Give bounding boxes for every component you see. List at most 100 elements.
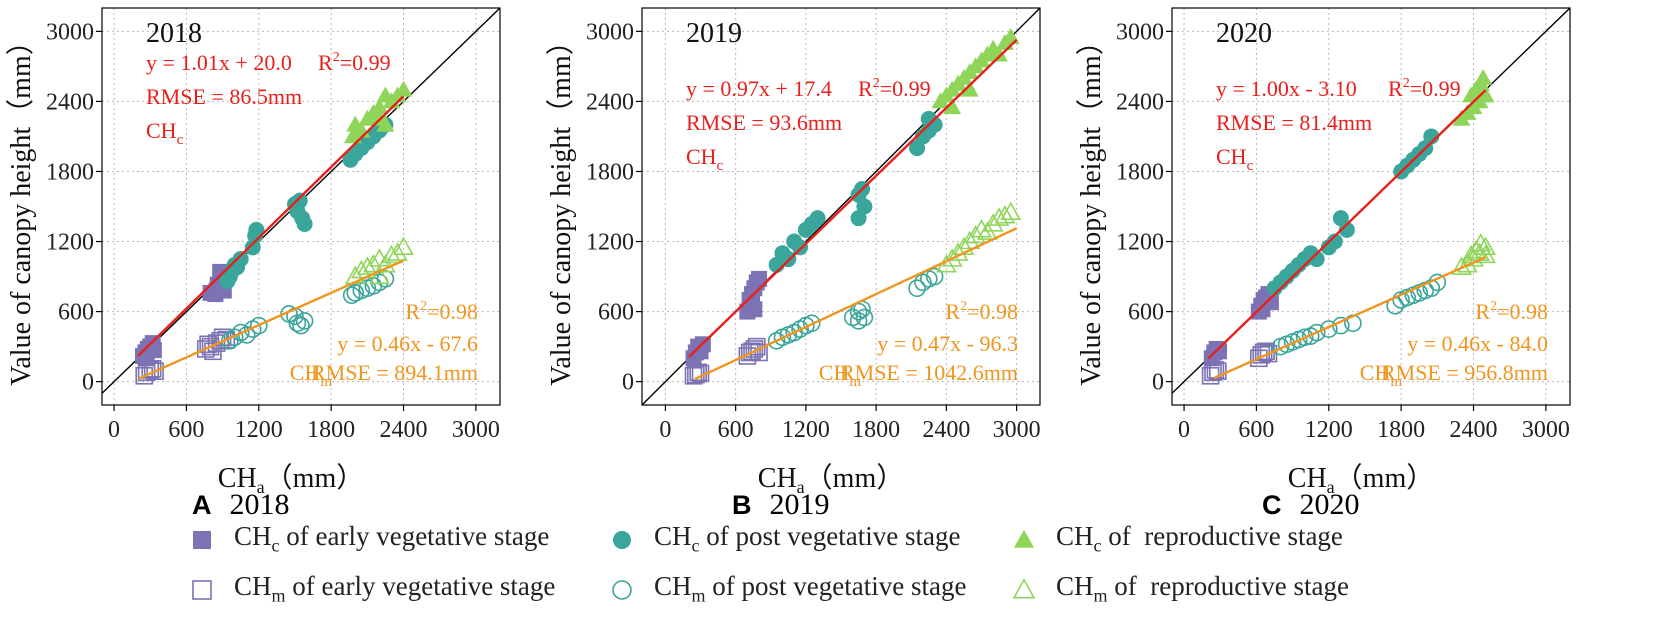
chc-rmse: RMSE = 93.6mm (686, 110, 842, 135)
legend-marker-shape (1014, 580, 1034, 598)
figure: 0 600 1200 1800 2400 3000 0 600 1200 1800 2400 3000… (0, 0, 1654, 644)
data-point (851, 313, 867, 329)
caption-c: C 2020 (1262, 488, 1360, 522)
y-tick-label: 600 (598, 300, 634, 326)
y-tick-label: 1800 (46, 159, 94, 185)
chm-rmse: RMSE = 956.8mm (1381, 360, 1548, 385)
caption-b: B 2019 (732, 488, 830, 522)
data-point (233, 251, 249, 267)
legend-marker-shape (193, 581, 211, 599)
caption-letter-b: B (732, 490, 752, 520)
chm-r2: R2=0.98 (405, 299, 478, 324)
chc-r2: R2=0.99 (318, 50, 391, 75)
chm-r2: R2=0.98 (945, 299, 1018, 324)
x-tick-label: 2400 (1450, 417, 1498, 443)
y-tick-label: 1200 (586, 230, 634, 256)
legend-label: CHm of reproductive stage (1056, 571, 1349, 606)
x-tick-label: 2400 (922, 417, 970, 443)
y-tick-label: 0 (1152, 370, 1164, 396)
chc-rmse: RMSE = 86.5mm (146, 84, 302, 109)
legend-marker-circle-filled (608, 525, 636, 553)
x-tick-label: 1200 (1305, 417, 1353, 443)
x-tick-label: 0 (1178, 417, 1190, 443)
x-tick-label: 3000 (1522, 417, 1570, 443)
y-axis-label: Value of canopy height（mm） (1075, 27, 1107, 385)
legend-item: CHm of post vegetative stage (608, 572, 966, 606)
y-tick-label: 3000 (586, 19, 634, 45)
legend-marker-square-open (188, 575, 216, 603)
caption-year-c: 2020 (1300, 488, 1360, 521)
x-tick-label: 600 (718, 417, 754, 443)
caption-letter-c: C (1262, 490, 1282, 520)
data-point (292, 193, 308, 209)
legend-marker-circle-open (608, 575, 636, 603)
chm-rmse: RMSE = 894.1mm (311, 360, 478, 385)
data-point (851, 210, 867, 226)
legend-marker-shape (193, 531, 211, 549)
panel-2019: 0 600 1200 1800 2400 3000 0 600 1200 1800 2400 3000… (540, 0, 1080, 530)
legend-marker-triangle-filled (1010, 525, 1038, 553)
legend-label: CHc of post vegetative stage (654, 521, 960, 556)
y-tick-label: 2400 (586, 89, 634, 115)
series-circle-filled (219, 117, 393, 289)
data-point (810, 210, 826, 226)
legend-item: CHc of reproductive stage (1010, 522, 1343, 556)
chc-r2: R2=0.99 (1388, 76, 1461, 101)
legend-marker-triangle-open (1010, 575, 1038, 603)
y-tick-label: 600 (1128, 300, 1164, 326)
legend-item: CHc of early vegetative stage (188, 522, 549, 556)
y-axis-label: Value of canopy height（mm） (545, 27, 577, 385)
chart-svg-2019: 0 600 1200 1800 2400 3000 0 600 1200 1800 2400 3000… (540, 0, 1080, 530)
x-tick-label: 0 (108, 417, 120, 443)
y-tick-label: 1200 (46, 230, 94, 256)
y-tick-label: 2400 (1116, 89, 1164, 115)
chm-equation: y = 0.47x - 96.3 (877, 331, 1018, 356)
data-point (1211, 343, 1227, 359)
x-tick-label: 0 (659, 417, 671, 443)
x-tick-label: 1800 (852, 417, 900, 443)
chm-rmse: RMSE = 1042.6mm (840, 360, 1018, 385)
y-axis-label: Value of canopy height（mm） (5, 27, 37, 385)
chc-label: CHc (1216, 144, 1254, 174)
panel-title: 2018 (146, 18, 202, 49)
x-tick-label: 2400 (380, 417, 428, 443)
data-point (746, 301, 762, 317)
x-tick-label: 1800 (307, 417, 355, 443)
x-tick-label: 1200 (235, 417, 283, 443)
legend-item: CHm of reproductive stage (1010, 572, 1349, 606)
chart-svg-2018: 0 600 1200 1800 2400 300006001200180024003000… (0, 0, 540, 530)
chm-equation: y = 0.46x - 67.6 (337, 331, 478, 356)
legend-label: CHc of reproductive stage (1056, 521, 1343, 556)
panel-2020: 0 600 1200 1800 2400 3000 0 600 1200 1800 2400 3000… (1070, 0, 1610, 530)
y-tick-label: 0 (82, 370, 94, 396)
series-triangle-filled (932, 28, 1020, 114)
panel-2018: 0 600 1200 1800 2400 3000 0 600 1200 1800 2400 3000… (0, 0, 540, 530)
x-tick-label: 1800 (1377, 417, 1425, 443)
legend-label: CHc of early vegetative stage (234, 521, 549, 556)
legend-marker-shape (1014, 530, 1034, 548)
legend-label: CHm of early vegetative stage (234, 571, 555, 606)
chm-equation: y = 0.46x - 84.0 (1407, 331, 1548, 356)
panel-title: 2019 (686, 18, 742, 49)
chc-equation: y = 1.01x + 20.0 (146, 50, 292, 75)
data-point (1474, 69, 1492, 85)
chc-equation: y = 1.00x - 3.10 (1216, 76, 1357, 101)
series-circle-filled (1267, 128, 1440, 296)
x-tick-label: 3000 (452, 417, 500, 443)
legend-item: CHm of early vegetative stage (188, 572, 555, 606)
caption-letter-a: A (192, 490, 212, 520)
x-tick-label: 1200 (782, 417, 830, 443)
y-tick-label: 0 (622, 370, 634, 396)
x-tick-label: 600 (168, 417, 204, 443)
y-tick-label: 1800 (586, 159, 634, 185)
legend-marker-square-filled (188, 525, 216, 553)
y-tick-label: 600 (58, 300, 94, 326)
caption-year-a: 2018 (230, 488, 290, 521)
chc-r2: R2=0.99 (858, 76, 931, 101)
y-tick-label: 3000 (1116, 19, 1164, 45)
y-tick-label: 1200 (1116, 230, 1164, 256)
data-point (395, 238, 413, 254)
chc-label: CHc (686, 144, 724, 174)
legend-marker-shape (613, 581, 631, 599)
data-point (297, 216, 313, 232)
